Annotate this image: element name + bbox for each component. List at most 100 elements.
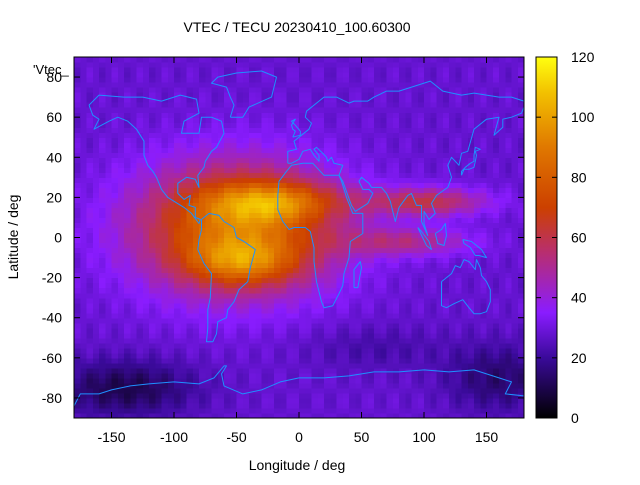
heatmap-cell <box>74 317 81 324</box>
heatmap-cell <box>299 137 306 143</box>
heatmap-cell <box>167 122 175 128</box>
heatmap-cell <box>236 122 244 128</box>
heatmap-cell <box>105 262 113 269</box>
heatmap-cell <box>505 282 513 289</box>
heatmap-cell <box>117 197 125 203</box>
heatmap-cell <box>411 92 419 98</box>
heatmap-cell <box>111 232 119 239</box>
heatmap-cell <box>167 197 175 203</box>
heatmap-cell <box>199 362 206 369</box>
heatmap-cell <box>411 332 419 339</box>
heatmap-cell <box>149 397 156 404</box>
heatmap-cell <box>280 207 288 214</box>
heatmap-cell <box>367 207 375 214</box>
heatmap-cell <box>155 402 163 409</box>
heatmap-cell <box>336 347 344 354</box>
heatmap-cell <box>386 382 394 389</box>
heatmap-cell <box>455 232 463 239</box>
heatmap-cell <box>192 362 200 369</box>
heatmap-cell <box>486 92 494 98</box>
heatmap-cell <box>336 182 344 188</box>
heatmap-cell <box>299 342 306 349</box>
heatmap-cell <box>461 297 469 304</box>
heatmap-cell <box>424 337 431 344</box>
heatmap-cell <box>249 197 256 203</box>
heatmap-cell <box>242 332 250 339</box>
heatmap-cell <box>517 92 525 98</box>
heatmap-cell <box>517 212 525 219</box>
heatmap-cell <box>105 302 113 309</box>
heatmap-cell <box>349 112 356 118</box>
heatmap-cell <box>86 252 94 259</box>
heatmap-cell <box>380 312 388 319</box>
heatmap-cell <box>442 112 450 118</box>
heatmap-cell <box>424 112 431 118</box>
heatmap-cell <box>280 147 288 153</box>
heatmap-cell <box>174 147 181 153</box>
heatmap-cell <box>192 357 200 364</box>
heatmap-cell <box>430 287 438 294</box>
heatmap-cell <box>117 342 125 349</box>
heatmap-cell <box>286 382 294 389</box>
heatmap-cell <box>261 222 269 229</box>
heatmap-cell <box>380 182 388 188</box>
heatmap-cell <box>299 412 306 419</box>
heatmap-cell <box>155 327 163 334</box>
heatmap-cell <box>317 247 325 254</box>
heatmap-cell <box>355 347 363 354</box>
heatmap-cell <box>386 392 394 399</box>
heatmap-cell <box>399 322 406 329</box>
heatmap-cell <box>261 312 269 319</box>
heatmap-cell <box>199 72 206 78</box>
heatmap-cell <box>205 347 213 354</box>
heatmap-cell <box>161 117 169 123</box>
heatmap-cell <box>467 292 475 299</box>
heatmap-cell <box>461 82 469 88</box>
heatmap-cell <box>117 162 125 168</box>
heatmap-cell <box>92 187 100 193</box>
heatmap-cell <box>230 352 238 359</box>
heatmap-cell <box>330 352 338 359</box>
heatmap-cell <box>136 157 144 163</box>
heatmap-cell <box>86 397 94 404</box>
heatmap-cell <box>149 117 156 123</box>
heatmap-cell <box>74 302 81 309</box>
heatmap-cell <box>186 72 194 78</box>
heatmap-cell <box>249 177 256 183</box>
heatmap-cell <box>349 297 356 304</box>
heatmap-cell <box>449 367 456 374</box>
heatmap-cell <box>124 117 131 123</box>
heatmap-cell <box>417 382 425 389</box>
heatmap-cell <box>86 117 94 123</box>
heatmap-cell <box>80 147 88 153</box>
heatmap-cell <box>392 327 400 334</box>
heatmap-cell <box>117 87 125 93</box>
heatmap-cell <box>105 277 113 284</box>
heatmap-cell <box>167 272 175 279</box>
heatmap-cell <box>499 387 506 394</box>
heatmap-cell <box>374 322 381 329</box>
heatmap-cell <box>299 352 306 359</box>
heatmap-cell <box>436 287 444 294</box>
heatmap-cell <box>330 202 338 209</box>
heatmap-cell <box>292 267 300 274</box>
heatmap-cell <box>255 117 263 123</box>
heatmap-cell <box>205 137 213 143</box>
heatmap-cell <box>286 372 294 379</box>
heatmap-cell <box>399 112 406 118</box>
heatmap-cell <box>480 242 488 249</box>
heatmap-cell <box>405 72 413 78</box>
heatmap-cell <box>267 342 275 349</box>
heatmap-cell <box>436 372 444 379</box>
heatmap-cell <box>230 357 238 364</box>
heatmap-cell <box>274 327 281 334</box>
heatmap-cell <box>330 242 338 249</box>
heatmap-cell <box>186 247 194 254</box>
heatmap-cell <box>342 222 350 229</box>
heatmap-cell <box>99 392 106 399</box>
heatmap-cell <box>461 127 469 133</box>
heatmap-cell <box>174 92 181 98</box>
heatmap-cell <box>430 372 438 379</box>
heatmap-cell <box>474 322 481 329</box>
heatmap-cell <box>405 242 413 249</box>
